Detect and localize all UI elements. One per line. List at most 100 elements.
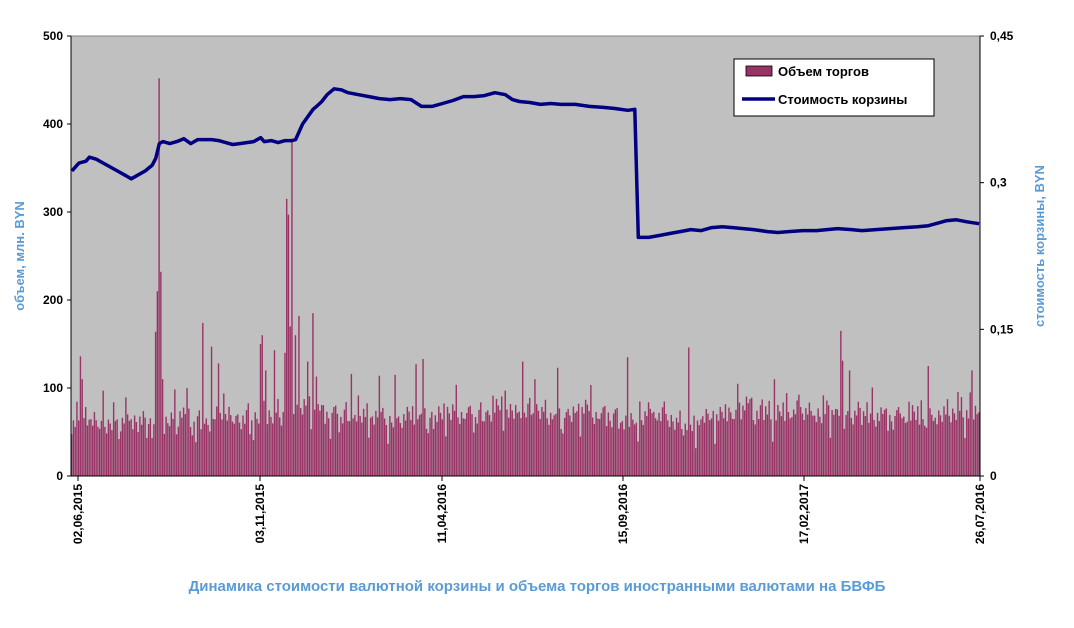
volume-bar — [962, 417, 964, 476]
volume-bar — [952, 408, 954, 476]
volume-bar — [757, 418, 760, 476]
volume-bar — [459, 423, 461, 476]
volume-bar — [630, 413, 632, 476]
volume-bar — [436, 421, 438, 476]
volume-bar — [978, 412, 980, 476]
volume-bar — [182, 407, 185, 476]
volume-bar — [354, 414, 356, 476]
volume-bar — [549, 412, 552, 476]
volume-bar — [466, 412, 468, 476]
volume-bar — [840, 330, 842, 476]
volume-bar — [483, 421, 485, 476]
volume-bar — [644, 411, 646, 476]
volume-bar — [733, 419, 735, 476]
volume-bar — [866, 402, 868, 476]
volume-bar — [298, 315, 300, 476]
volume-bar — [467, 407, 470, 476]
volume-bar — [369, 417, 372, 476]
volume-bar — [464, 418, 466, 476]
volume-bar — [607, 412, 610, 476]
x-tick-label: 17,02,2017 — [797, 484, 811, 544]
volume-bar — [480, 402, 482, 476]
volume-bar — [873, 420, 875, 476]
volume-bar — [871, 387, 874, 476]
volume-bar — [845, 415, 847, 476]
volume-bar — [366, 403, 368, 476]
volume-bar — [499, 410, 501, 476]
volume-bar — [340, 416, 342, 476]
volume-bar — [137, 432, 139, 476]
volume-bar — [163, 433, 166, 476]
volume-bar — [695, 448, 697, 476]
volume-bar — [210, 346, 213, 476]
volume-bar — [539, 418, 541, 476]
volume-bar — [149, 418, 152, 476]
volume-bar — [964, 437, 966, 476]
right-axis-title: стоимость корзины, BYN — [1032, 165, 1047, 327]
volume-bar — [520, 418, 522, 476]
volume-bar — [670, 414, 672, 476]
volume-bar — [796, 400, 798, 476]
volume-bar — [438, 406, 440, 476]
volume-bar — [815, 422, 818, 476]
volume-bar — [675, 417, 678, 476]
volume-bar — [195, 442, 197, 476]
volume-bar — [822, 395, 825, 476]
volume-bar — [917, 406, 919, 476]
volume-bar — [745, 396, 748, 476]
volume-bar — [300, 408, 302, 476]
volume-bar — [810, 410, 812, 476]
volume-bar — [348, 421, 351, 476]
volume-bar — [829, 437, 832, 476]
volume-bar — [434, 415, 436, 476]
volume-bar — [105, 433, 108, 476]
volume-bar — [591, 417, 594, 476]
volume-bar — [111, 430, 113, 476]
volume-bar — [160, 271, 162, 476]
volume-bar — [950, 422, 952, 476]
volume-bar — [422, 358, 424, 476]
volume-bar — [473, 432, 475, 476]
volume-bar — [558, 408, 561, 476]
volume-bar — [492, 395, 494, 476]
volume-bar — [401, 427, 403, 476]
volume-bar — [742, 405, 744, 476]
volume-bar — [144, 417, 146, 476]
volume-bar — [971, 370, 973, 476]
volume-bar — [527, 403, 529, 476]
volume-bar — [259, 344, 262, 476]
volume-bar — [107, 419, 110, 476]
left-axis: 0 100 200 300 400 500 — [43, 29, 72, 483]
volume-bar — [293, 414, 295, 476]
volume-bar — [518, 411, 520, 476]
volume-bar — [600, 413, 603, 476]
volume-bar — [737, 383, 739, 476]
volume-bar — [327, 418, 330, 476]
volume-bar — [859, 407, 861, 476]
volume-bar — [572, 406, 575, 476]
volume-bar — [885, 408, 887, 476]
volume-bar — [198, 410, 201, 476]
volume-bar — [79, 356, 82, 476]
volume-bar — [392, 427, 395, 476]
volume-bar — [522, 361, 524, 476]
volume-bar — [953, 413, 956, 476]
volume-bar — [562, 433, 564, 476]
volume-bar — [88, 419, 90, 476]
left-tick-label: 0 — [56, 469, 63, 483]
volume-bar — [960, 397, 963, 476]
volume-bar — [663, 401, 665, 476]
volume-bar — [621, 421, 624, 476]
volume-bar — [658, 412, 660, 476]
volume-bar — [118, 439, 120, 476]
volume-bar — [469, 405, 471, 476]
volume-bar — [371, 416, 374, 476]
volume-bar — [439, 412, 442, 476]
volume-bar — [590, 385, 592, 476]
volume-bar — [939, 415, 942, 476]
volume-bar — [819, 416, 821, 476]
volume-bar — [312, 313, 314, 476]
volume-bar — [579, 436, 582, 476]
volume-bar — [431, 411, 433, 476]
volume-bar — [228, 406, 230, 476]
